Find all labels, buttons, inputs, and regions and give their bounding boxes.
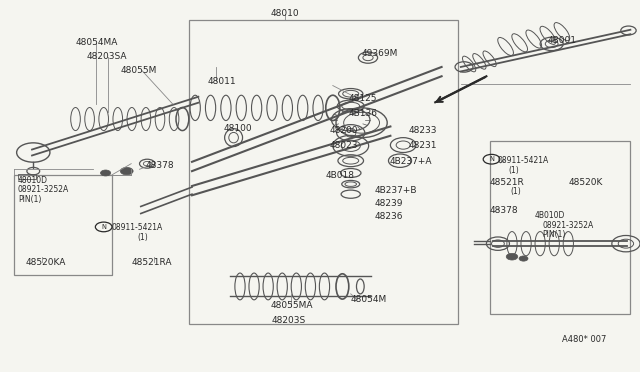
Text: 08921-3252A: 08921-3252A <box>18 185 69 194</box>
Text: 48231: 48231 <box>408 141 437 150</box>
Text: 48200: 48200 <box>330 126 358 135</box>
Text: 48520KA: 48520KA <box>26 258 66 267</box>
Text: 4B018: 4B018 <box>325 171 354 180</box>
Circle shape <box>506 253 518 260</box>
Text: 08911-5421A: 08911-5421A <box>498 156 549 165</box>
Text: 48520K: 48520K <box>568 178 603 187</box>
Text: 48023: 48023 <box>330 141 358 150</box>
Text: 48010D: 48010D <box>18 176 48 185</box>
Text: 49369M: 49369M <box>362 49 398 58</box>
Text: 48054M: 48054M <box>351 295 387 304</box>
Text: 48010: 48010 <box>271 9 299 17</box>
Text: 4B237+B: 4B237+B <box>374 186 417 195</box>
Bar <box>14 175 112 275</box>
Text: (1): (1) <box>511 187 522 196</box>
Text: (1): (1) <box>138 233 148 242</box>
Text: 4B136: 4B136 <box>349 109 378 118</box>
Text: 48011: 48011 <box>208 77 237 86</box>
Text: 48378: 48378 <box>490 206 518 215</box>
Text: 4B237+A: 4B237+A <box>389 157 431 166</box>
Circle shape <box>519 256 528 261</box>
Text: A480* 007: A480* 007 <box>562 335 606 344</box>
Bar <box>490 141 630 314</box>
Text: N: N <box>489 156 494 162</box>
Text: 48125: 48125 <box>349 94 378 103</box>
Text: 48239: 48239 <box>374 199 403 208</box>
Text: 48100: 48100 <box>224 124 253 133</box>
Circle shape <box>120 167 133 175</box>
Text: 48521RA: 48521RA <box>131 258 172 267</box>
Text: 48203SA: 48203SA <box>86 52 127 61</box>
Text: 48054MA: 48054MA <box>76 38 118 47</box>
Text: 48236: 48236 <box>374 212 403 221</box>
Circle shape <box>100 170 111 176</box>
Text: PIN(1): PIN(1) <box>18 195 42 203</box>
Text: N: N <box>101 224 106 230</box>
Text: 48055MA: 48055MA <box>270 301 312 310</box>
Text: (1): (1) <box>509 166 520 174</box>
Text: 08921-3252A: 08921-3252A <box>543 221 594 230</box>
Text: 4B001: 4B001 <box>547 36 576 45</box>
Text: 48055M: 48055M <box>120 66 157 75</box>
Text: 4B010D: 4B010D <box>534 211 564 220</box>
Text: 48378: 48378 <box>146 161 175 170</box>
Text: 48203S: 48203S <box>272 316 307 325</box>
Bar <box>18 174 36 179</box>
Text: 08911-5421A: 08911-5421A <box>112 223 163 232</box>
Bar <box>189 20 458 324</box>
Text: 48233: 48233 <box>408 126 437 135</box>
Text: 48521R: 48521R <box>490 178 524 187</box>
Text: PIN(1): PIN(1) <box>543 230 566 239</box>
